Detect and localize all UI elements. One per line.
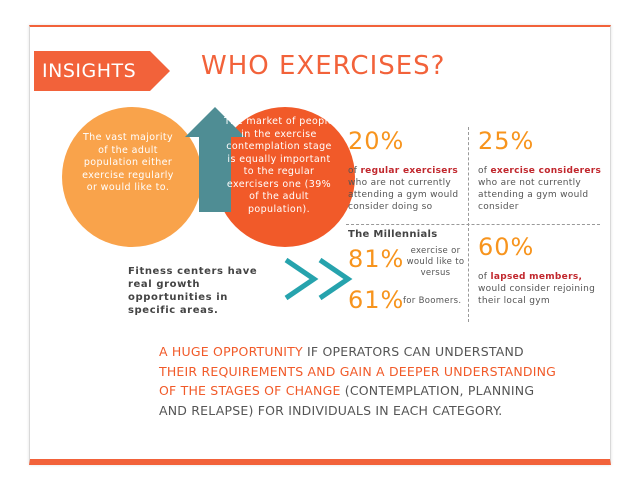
considerers-percent: 25% — [478, 127, 535, 155]
insights-tag-label: INSIGHTS — [42, 60, 137, 82]
millennials-label: The Millennials — [348, 229, 438, 240]
insights-slide: INSIGHTS WHO EXERCISES? The vast majorit… — [29, 25, 611, 465]
regular-exercisers-percent: 20% — [348, 127, 405, 155]
considerers-desc: of exercise considerers who are not curr… — [478, 166, 602, 212]
lapsed-members-percent: 60% — [478, 233, 535, 261]
millennials-percent: 81% — [348, 245, 405, 273]
insights-tag: INSIGHTS — [34, 51, 170, 91]
orange-circle-text: The vast majority of the adult populatio… — [82, 132, 174, 193]
page-title: WHO EXERCISES? — [201, 51, 446, 81]
lapsed-members-desc: of lapsed members, would consider rejoin… — [478, 272, 596, 306]
regular-exercisers-desc: of regular exercisers who are not curren… — [348, 166, 459, 212]
fitness-centers-text: Fitness centers have real growth opportu… — [128, 266, 258, 316]
double-chevron-icon — [284, 257, 353, 301]
red-circle-text: The market of people in the exercise con… — [224, 116, 334, 215]
opportunity-statement: A HUGE OPPORTUNITY IF OPERATORS CAN UNDE… — [159, 344, 557, 418]
up-arrow-icon — [185, 107, 245, 212]
boomers-percent: 61% — [348, 286, 405, 314]
millennials-desc: exercise or would like to versus — [406, 246, 465, 278]
boomers-desc: for Boomers. — [403, 296, 462, 306]
orange-circle — [62, 107, 202, 247]
horizontal-divider — [346, 224, 600, 225]
